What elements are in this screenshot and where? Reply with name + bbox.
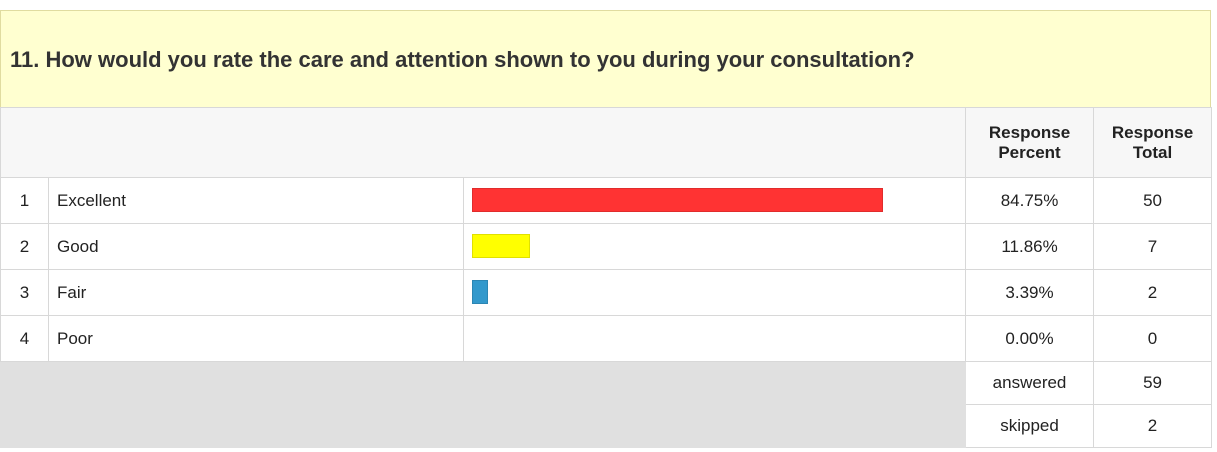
response-total: 2 [1093,269,1213,316]
summary-blank [0,361,967,405]
summary-blank [0,404,967,448]
summary-value: 59 [1093,361,1213,405]
response-percent: 84.75% [965,177,1095,224]
bar [472,233,530,258]
summary-value: 2 [1093,404,1213,448]
answer-index: 2 [0,223,49,270]
answer-index: 4 [0,315,49,362]
answer-row: 2 Good 11.86% 7 [0,223,1213,270]
answer-label: Good [48,223,464,270]
survey-question: 11. How would you rate the care and atte… [0,10,1213,448]
header-cell: Response Percent [965,107,1095,178]
bar-track [472,187,957,214]
question-title: 11. How would you rate the care and atte… [0,10,1211,107]
answer-index: 1 [0,177,49,224]
header-row: Response Percent Response Total [0,107,1213,178]
response-total: 0 [1093,315,1213,362]
bar-cell [462,269,967,316]
bar-track [472,233,957,260]
response-total: 50 [1093,177,1213,224]
response-percent: 11.86% [965,223,1095,270]
answer-label: Poor [48,315,464,362]
summary-row: skipped 2 [0,404,1213,448]
response-percent: 0.00% [965,315,1095,362]
header-cell: Response Total [1093,107,1213,178]
answer-label: Excellent [48,177,464,224]
response-total: 7 [1093,223,1213,270]
summary-label: skipped [965,404,1095,448]
bar-cell [462,223,967,270]
bar [472,187,884,212]
answer-index: 3 [0,269,49,316]
header-cell [0,107,967,178]
bar-track [472,326,957,352]
summary-row: answered 59 [0,361,1213,405]
bar-track [472,279,957,306]
answer-row: 1 Excellent 84.75% 50 [0,177,1213,224]
summary-label: answered [965,361,1095,405]
results-table: Response Percent Response Total 1 Excellent… [0,107,1213,448]
answer-label: Fair [48,269,464,316]
answer-row: 4 Poor 0.00% 0 [0,315,1213,362]
bar-cell [462,315,967,362]
bar-cell [462,177,967,224]
answer-row: 3 Fair 3.39% 2 [0,269,1213,316]
bar [472,279,489,304]
response-percent: 3.39% [965,269,1095,316]
